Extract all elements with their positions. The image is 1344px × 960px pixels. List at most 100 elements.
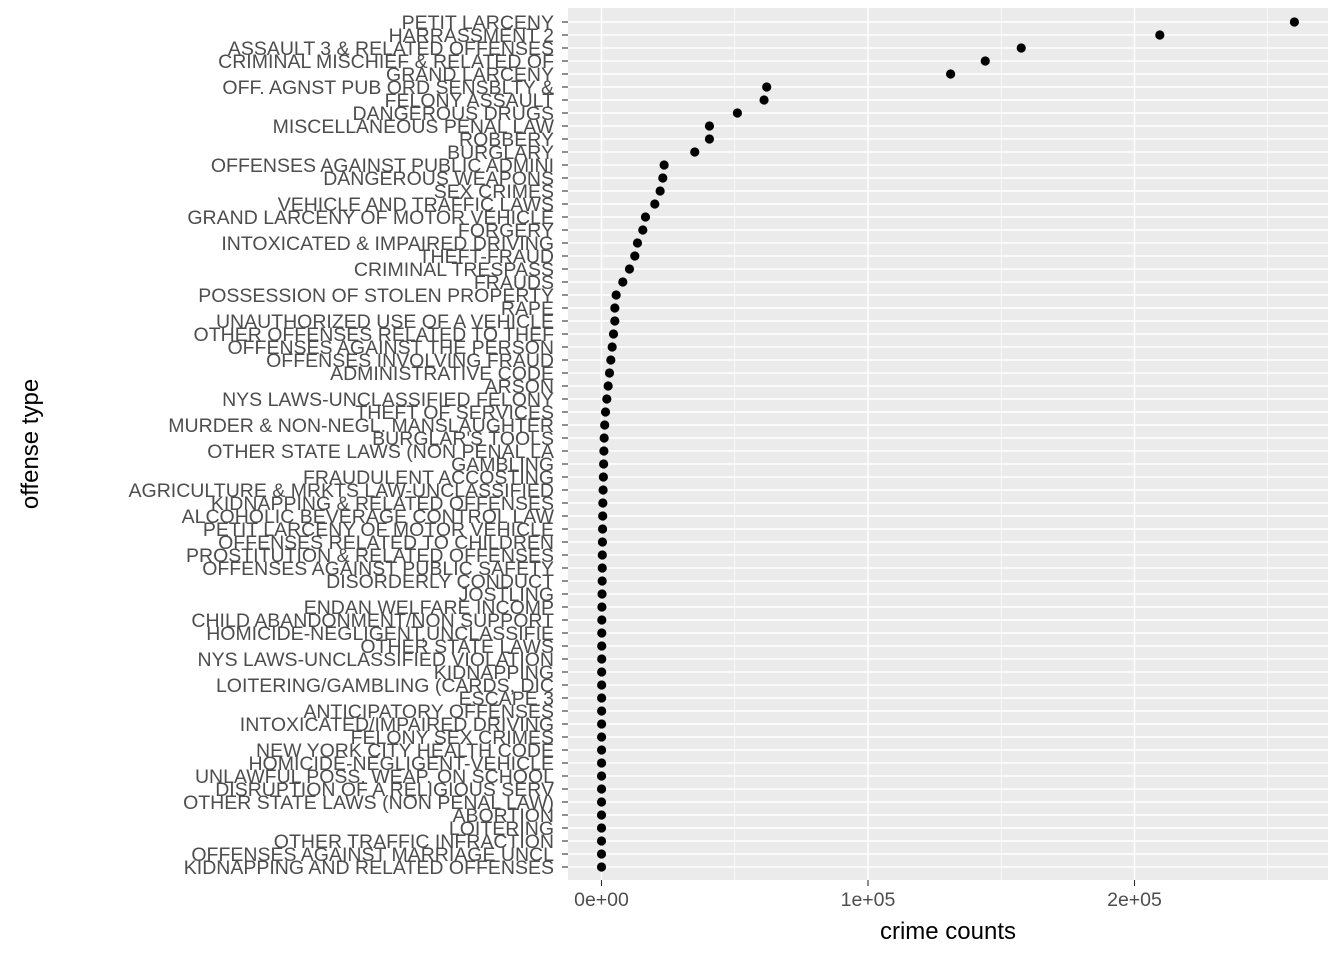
data-point bbox=[1155, 30, 1165, 40]
y-tick-label: MISCELLANEOUS PENAL LAW bbox=[273, 116, 555, 138]
y-tick-label: VEHICLE AND TRAFFIC LAWS bbox=[278, 194, 554, 216]
y-tick-label: OFFENSES AGAINST THE PERSON bbox=[227, 337, 554, 359]
y-tick-label: NYS LAWS-UNCLASSIFIED FELONY bbox=[222, 389, 554, 411]
data-point bbox=[610, 316, 620, 326]
data-point bbox=[607, 342, 617, 352]
y-tick-label: PETIT LARCENY OF MOTOR VEHICLE bbox=[203, 519, 554, 541]
y-tick-label: GAMBLING bbox=[451, 454, 554, 476]
y-tick-label: KIDNAPPING bbox=[434, 662, 554, 684]
y-tick-label: CRIMINAL MISCHIEF & RELATED OF bbox=[218, 51, 554, 73]
y-tick-label: OTHER STATE LAWS bbox=[360, 636, 554, 658]
y-tick-label: OFFENSES RELATED TO CHILDREN bbox=[218, 532, 554, 554]
data-point bbox=[598, 498, 608, 508]
data-point bbox=[598, 485, 608, 495]
data-point bbox=[596, 797, 607, 807]
y-tick-label: DISORDERLY CONDUCT bbox=[326, 571, 554, 593]
data-point bbox=[598, 472, 608, 482]
data-point bbox=[597, 680, 607, 690]
y-tick-label: FELONY SEX CRIMES bbox=[351, 727, 554, 749]
y-tick-label: ALCOHOLIC BEVERAGE CONTROL LAW bbox=[182, 506, 555, 528]
y-tick-label: OTHER STATE LAWS (NON PENAL LA bbox=[207, 441, 554, 463]
y-tick-label: OFFENSES AGAINST PUBLIC SAFETY bbox=[202, 558, 554, 580]
data-point bbox=[598, 511, 608, 521]
y-tick-label: ROBBERY bbox=[459, 129, 554, 151]
y-tick-label: GRAND LARCENY bbox=[386, 64, 554, 86]
y-tick-label: FRAUDS bbox=[474, 272, 554, 294]
data-point bbox=[597, 615, 607, 625]
data-point bbox=[599, 446, 609, 456]
y-tick-label: OFF. AGNST PUB ORD SENSBLTY & bbox=[222, 77, 554, 99]
data-point bbox=[597, 576, 607, 586]
data-point bbox=[704, 134, 715, 144]
data-point bbox=[597, 589, 607, 599]
x-axis-title: crime counts bbox=[880, 918, 1016, 945]
grid-layer bbox=[568, 8, 1328, 880]
data-point bbox=[618, 277, 628, 287]
y-tick-label: HARRASSMENT 2 bbox=[389, 25, 554, 47]
y-tick-label: HOMICIDE-NEGLIGENT-VEHICLE bbox=[248, 753, 554, 775]
y-tick-label: KIDNAPPING & RELATED OFFENSES bbox=[211, 493, 554, 515]
y-tick-label: OTHER TRAFFIC INFRACTION bbox=[274, 831, 554, 853]
y-tick-label: CRIMINAL TRESPASS bbox=[354, 259, 554, 281]
data-point bbox=[596, 849, 607, 859]
data-point bbox=[602, 394, 612, 404]
data-point bbox=[597, 563, 607, 573]
y-tick-label: DISRUPTION OF A RELIGIOUS SERV bbox=[215, 779, 554, 801]
y-tick-label: OFFENSES INVOLVING FRAUD bbox=[266, 350, 554, 372]
x-tick-label: 0e+00 bbox=[574, 889, 629, 911]
data-point bbox=[603, 381, 613, 391]
y-tick-label: LOITERING bbox=[449, 818, 554, 840]
data-point bbox=[650, 199, 660, 209]
data-point bbox=[596, 745, 607, 755]
y-tick-label: NYS LAWS-UNCLASSIFIED VIOLATION bbox=[198, 649, 554, 671]
data-point bbox=[597, 719, 607, 729]
y-tick-label: ENDAN WELFARE INCOMP bbox=[304, 597, 554, 619]
y-tick-label: ESCAPE 3 bbox=[459, 688, 554, 710]
data-point bbox=[632, 238, 643, 248]
data-point bbox=[624, 264, 635, 274]
data-point bbox=[600, 407, 611, 417]
data-point bbox=[608, 329, 619, 339]
data-point bbox=[604, 368, 615, 378]
data-point bbox=[596, 784, 607, 794]
data-point bbox=[600, 420, 610, 430]
y-tick-label: LOITERING/GAMBLING (CARDS, DIC bbox=[216, 675, 554, 697]
data-point bbox=[599, 459, 609, 469]
data-point bbox=[610, 303, 620, 313]
data-point bbox=[759, 95, 769, 105]
data-point bbox=[597, 654, 607, 664]
data-point bbox=[597, 667, 607, 677]
y-tick-label: DANGEROUS DRUGS bbox=[352, 103, 554, 125]
data-point bbox=[655, 186, 665, 196]
y-tick-label: DANGEROUS WEAPONS bbox=[323, 168, 554, 190]
y-tick-label: FELONY ASSAULT bbox=[385, 90, 555, 112]
data-point bbox=[596, 732, 607, 742]
y-tick-label: THEFT-FRAUD bbox=[419, 246, 554, 268]
y-tick-label: KIDNAPPING AND RELATED OFFENSES bbox=[184, 857, 554, 879]
y-tick-label: PETIT LARCENY bbox=[402, 12, 554, 34]
y-axis-title: offense type bbox=[17, 379, 44, 509]
data-point bbox=[946, 69, 956, 79]
x-tick-label: 1e+05 bbox=[841, 889, 896, 911]
y-tick-label: HOMICIDE-NEGLIGENT,UNCLASSIFIE bbox=[206, 623, 554, 645]
y-tick-label: CHILD ABANDONMENT/NON SUPPORT bbox=[191, 610, 554, 632]
y-tick-label: MURDER & NON-NEGL. MANSLAUGHTER bbox=[168, 415, 554, 437]
points-layer bbox=[596, 17, 1299, 872]
data-point bbox=[638, 225, 648, 235]
x-tick-label: 2e+05 bbox=[1107, 889, 1162, 911]
y-tick-label: PROSTITUTION & RELATED OFFENSES bbox=[186, 545, 554, 567]
y-tick-label: AGRICULTURE & MRKTS LAW-UNCLASSIFIED bbox=[129, 480, 554, 502]
y-tick-label: RAPE bbox=[501, 298, 554, 320]
data-point bbox=[732, 108, 743, 118]
y-tick-label: OTHER OFFENSES RELATED TO THEF bbox=[194, 324, 555, 346]
y-tick-label: SEX CRIMES bbox=[434, 181, 554, 203]
data-point bbox=[630, 251, 640, 261]
y-tick-label: INTOXICATED/IMPAIRED DRIVING bbox=[240, 714, 554, 736]
y-tick-label: BURGLAR'S TOOLS bbox=[372, 428, 554, 450]
data-point bbox=[762, 82, 772, 92]
data-point bbox=[611, 290, 621, 300]
data-point bbox=[599, 433, 609, 443]
